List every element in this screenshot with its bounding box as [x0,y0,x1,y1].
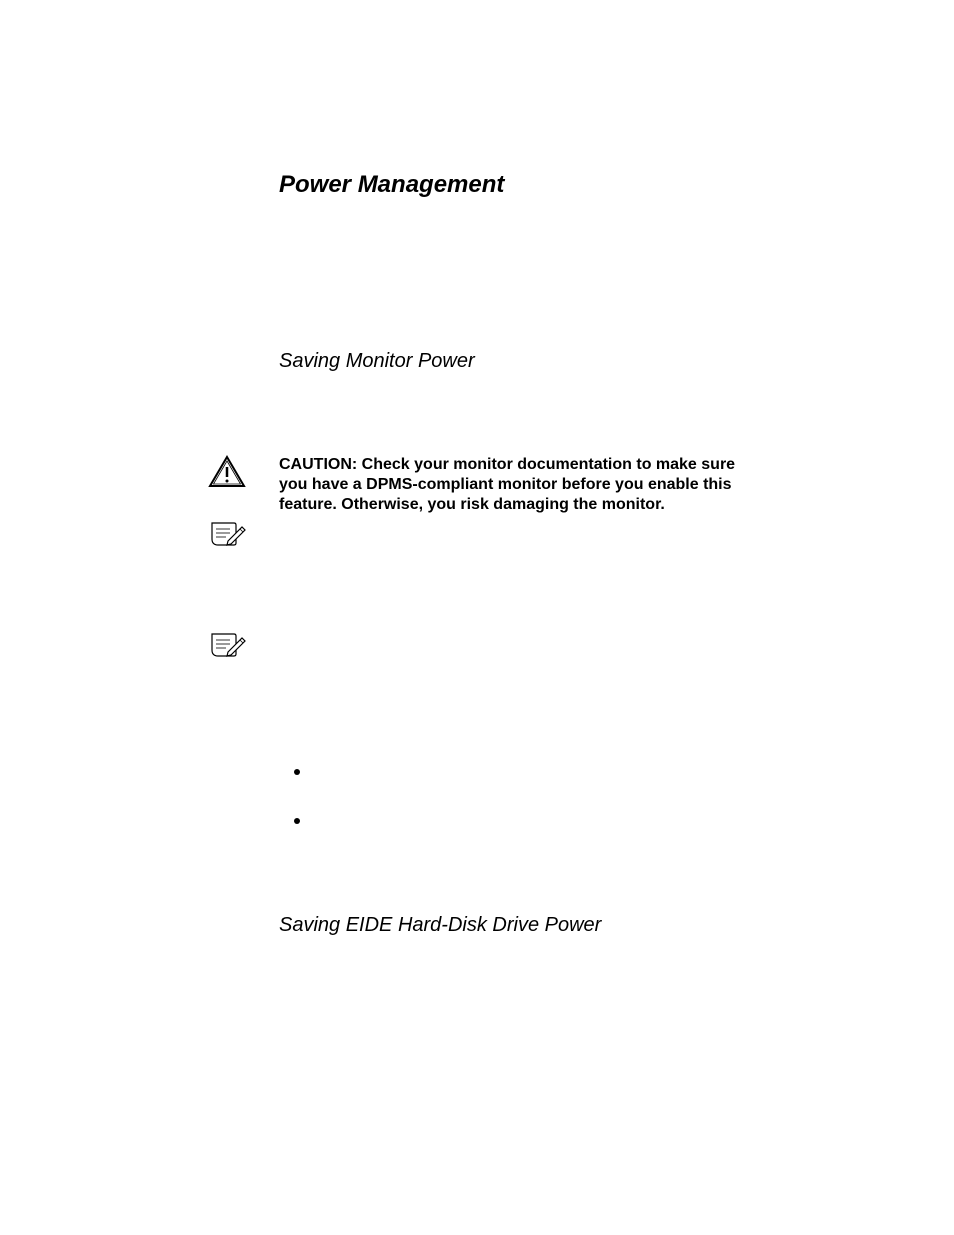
document-page: Power Management Saving Monitor Power CA… [0,0,954,1235]
bullet-point [294,818,300,824]
page-title: Power Management [279,171,504,199]
note-pencil-icon [208,628,246,661]
caution-text-block: CAUTION: Check your monitor documentatio… [279,455,744,515]
subheading-saving-eide-hard-disk-drive-power: Saving EIDE Hard-Disk Drive Power [279,914,601,937]
note-pencil-icon [208,517,246,550]
caution-label: CAUTION: [279,456,357,473]
subheading-saving-monitor-power: Saving Monitor Power [279,350,475,373]
caution-triangle-icon [208,455,246,488]
bullet-point [294,769,300,775]
